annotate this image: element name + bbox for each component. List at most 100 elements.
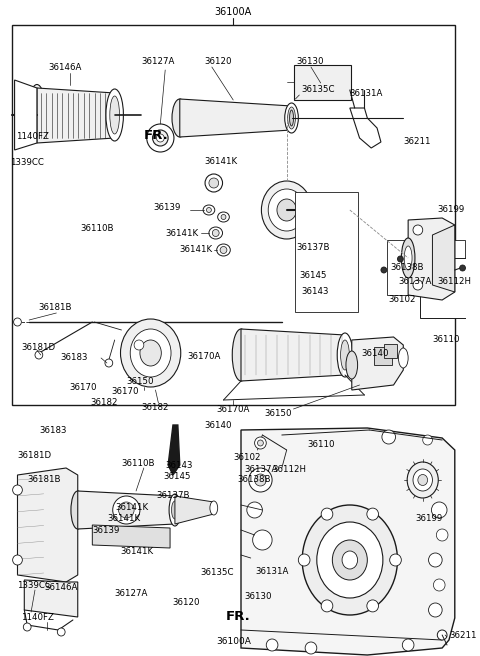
- Circle shape: [433, 579, 445, 591]
- Text: 36120: 36120: [204, 58, 231, 66]
- Polygon shape: [175, 496, 214, 524]
- Circle shape: [105, 359, 113, 367]
- Circle shape: [397, 256, 403, 262]
- Ellipse shape: [418, 474, 428, 485]
- Circle shape: [424, 276, 432, 284]
- Ellipse shape: [120, 319, 181, 387]
- Ellipse shape: [262, 181, 312, 239]
- Circle shape: [381, 267, 387, 273]
- Text: 36110B: 36110B: [80, 224, 114, 233]
- Polygon shape: [14, 80, 37, 150]
- Ellipse shape: [285, 103, 299, 133]
- Circle shape: [436, 529, 448, 541]
- Ellipse shape: [110, 96, 120, 134]
- Polygon shape: [37, 88, 115, 143]
- Text: 36102: 36102: [233, 453, 261, 462]
- Circle shape: [413, 225, 423, 235]
- Ellipse shape: [317, 522, 383, 598]
- Circle shape: [249, 468, 272, 492]
- Text: 36181D: 36181D: [18, 451, 52, 460]
- Text: 36120: 36120: [173, 598, 200, 607]
- Bar: [387, 240, 465, 295]
- Circle shape: [12, 555, 23, 565]
- Text: 36145: 36145: [300, 270, 327, 279]
- Text: 1339CC: 1339CC: [17, 581, 51, 590]
- Ellipse shape: [71, 491, 84, 529]
- Ellipse shape: [119, 502, 134, 518]
- Polygon shape: [24, 580, 78, 617]
- Text: 36143: 36143: [166, 461, 193, 470]
- Circle shape: [305, 642, 317, 654]
- Text: 36199: 36199: [437, 205, 465, 215]
- Text: FR.: FR.: [226, 611, 250, 623]
- Ellipse shape: [156, 134, 164, 142]
- Ellipse shape: [232, 329, 250, 381]
- Ellipse shape: [288, 107, 295, 129]
- Text: 1140FZ: 1140FZ: [22, 613, 54, 623]
- Ellipse shape: [216, 244, 230, 256]
- Circle shape: [12, 485, 23, 495]
- Text: 36141K: 36141K: [116, 503, 149, 512]
- Ellipse shape: [209, 178, 219, 188]
- Ellipse shape: [342, 551, 358, 569]
- Ellipse shape: [209, 227, 223, 239]
- Ellipse shape: [140, 340, 161, 366]
- Ellipse shape: [28, 85, 46, 140]
- Text: 36131A: 36131A: [350, 89, 383, 98]
- Ellipse shape: [332, 540, 367, 580]
- Text: 36130: 36130: [245, 592, 272, 602]
- Text: 36141K: 36141K: [108, 514, 141, 523]
- Text: 36140: 36140: [361, 348, 389, 358]
- Ellipse shape: [169, 494, 181, 526]
- Circle shape: [252, 530, 272, 550]
- Text: 36141K: 36141K: [204, 157, 237, 167]
- Text: 36170: 36170: [69, 383, 96, 392]
- Ellipse shape: [206, 207, 211, 213]
- Text: 36140: 36140: [204, 420, 232, 430]
- Text: 36170A: 36170A: [216, 405, 250, 415]
- Polygon shape: [352, 337, 403, 390]
- Ellipse shape: [205, 174, 223, 192]
- Text: 36127A: 36127A: [114, 589, 148, 598]
- Text: 36139: 36139: [154, 203, 181, 213]
- Text: 36145: 36145: [163, 472, 191, 481]
- Text: 36181D: 36181D: [22, 344, 56, 352]
- Polygon shape: [408, 218, 455, 300]
- Polygon shape: [17, 468, 78, 582]
- Circle shape: [13, 318, 22, 326]
- Text: 36146A: 36146A: [44, 583, 78, 592]
- Polygon shape: [78, 491, 175, 529]
- Ellipse shape: [147, 124, 174, 152]
- Ellipse shape: [113, 496, 140, 524]
- Text: 36170A: 36170A: [188, 352, 221, 361]
- Text: 36183: 36183: [60, 354, 88, 363]
- Ellipse shape: [172, 99, 188, 137]
- Bar: [12, 25, 455, 405]
- Ellipse shape: [220, 247, 227, 253]
- Text: 36137A: 36137A: [398, 277, 432, 287]
- Text: 36211: 36211: [449, 630, 477, 640]
- Polygon shape: [350, 108, 381, 148]
- Circle shape: [432, 502, 447, 518]
- Text: 36127A: 36127A: [141, 58, 174, 66]
- Text: 36150: 36150: [264, 409, 292, 419]
- Circle shape: [390, 554, 401, 566]
- Circle shape: [254, 437, 266, 449]
- Text: 36141K: 36141K: [165, 228, 198, 237]
- Ellipse shape: [413, 469, 432, 491]
- Ellipse shape: [404, 246, 412, 270]
- Polygon shape: [248, 610, 264, 634]
- Bar: [384, 344, 397, 358]
- Text: 36112H: 36112H: [272, 464, 306, 474]
- Text: 36182: 36182: [141, 403, 168, 413]
- Text: 36181B: 36181B: [39, 304, 72, 312]
- Text: 36141K: 36141K: [180, 245, 213, 255]
- Bar: [420, 258, 480, 318]
- Text: 36137B: 36137B: [157, 491, 190, 501]
- Circle shape: [57, 628, 65, 636]
- Circle shape: [321, 508, 333, 520]
- Ellipse shape: [398, 348, 408, 368]
- Text: 36138B: 36138B: [391, 264, 424, 272]
- Ellipse shape: [341, 340, 349, 370]
- Text: 36112H: 36112H: [437, 277, 471, 287]
